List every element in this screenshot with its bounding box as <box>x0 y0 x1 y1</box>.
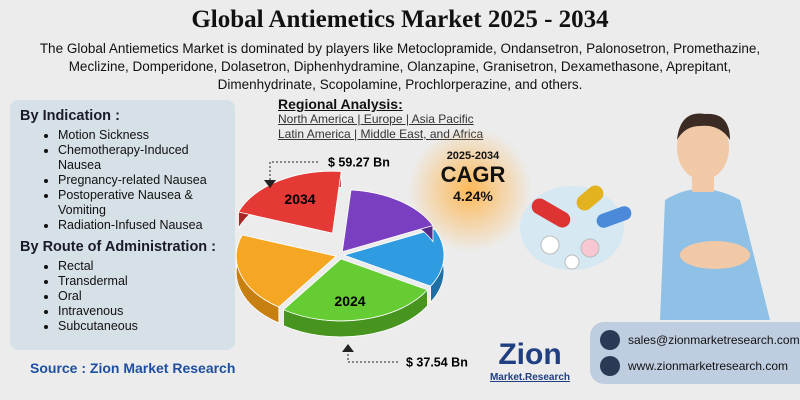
regional-analysis: Regional Analysis: North America | Europ… <box>278 97 483 142</box>
segment-items: Motion SicknessChemotherapy-Induced Naus… <box>20 128 235 233</box>
capsule <box>596 206 632 228</box>
regional-line: North America | Europe | Asia Pacific <box>278 112 474 126</box>
hands <box>680 241 750 269</box>
email-icon <box>600 330 620 350</box>
head <box>677 116 729 180</box>
segment-item: Rectal <box>58 259 228 274</box>
pie-slice <box>341 189 434 253</box>
pie-label: 2024 <box>334 293 365 309</box>
segment-item: Oral <box>58 289 228 304</box>
email[interactable]: sales@zionmarketresearch.com <box>628 333 800 347</box>
web-icon <box>600 356 620 376</box>
pie-slice <box>342 228 445 287</box>
logo-name: Zion <box>498 338 561 371</box>
cagr-badge: 2025-2034 CAGR 4.24% <box>418 150 528 204</box>
contact-box: sales@zionmarketresearch.com www.zionmar… <box>590 322 800 384</box>
tablet <box>540 235 560 255</box>
segment-items: RectalTransdermalOralIntravenousSubcutan… <box>20 259 235 334</box>
tablet <box>580 238 600 258</box>
contact-row: sales@zionmarketresearch.com <box>600 330 800 350</box>
contact-row: www.zionmarketresearch.com <box>600 356 788 376</box>
cagr-label: CAGR <box>440 162 506 187</box>
segment-list: By Indication : Motion SicknessChemother… <box>10 100 235 334</box>
pie-slice <box>282 258 429 322</box>
cagr-value: 4.24% <box>453 188 493 204</box>
title: Global Antiemetics Market 2025 - 2034 <box>191 6 609 33</box>
pills-illustration <box>520 185 632 270</box>
segment-item: Pregnancy-related Nausea <box>58 173 228 188</box>
segment-item: Radiation-Infused Nausea <box>58 218 228 233</box>
cagr-glow <box>408 128 532 252</box>
cagr-period: 2025-2034 <box>446 150 500 162</box>
segment-item: Subcutaneous <box>58 319 228 334</box>
segment-item: Transdermal <box>58 274 228 289</box>
pie-slice <box>235 234 338 308</box>
segment-item: Motion Sickness <box>58 128 228 143</box>
pie-illustration <box>235 170 445 338</box>
callout-line <box>347 350 398 363</box>
source: Source : Zion Market Research <box>30 360 236 376</box>
person-illustration <box>660 113 770 320</box>
website[interactable]: www.zionmarketresearch.com <box>628 359 789 373</box>
segment-heading: By Indication : <box>20 108 120 124</box>
capsule <box>576 185 604 211</box>
tablet <box>564 254 580 270</box>
hair <box>677 113 730 140</box>
callout-arrow <box>342 344 354 352</box>
pie-label: 2034 <box>284 191 315 207</box>
capsule <box>531 198 571 228</box>
segment-item: Chemotherapy-Induced Nausea <box>58 143 228 173</box>
pie-slice <box>237 170 342 234</box>
description: The Global Antiemetics Market is dominat… <box>39 41 761 92</box>
logo-sub: Market.Research <box>490 372 570 383</box>
segment-item: Intravenous <box>58 304 228 319</box>
segment-item: Postoperative Nausea & Vomiting <box>58 188 228 218</box>
regional-heading: Regional Analysis: <box>278 96 403 112</box>
callout-arrow <box>264 180 276 188</box>
segment-panel: By Indication : Motion SicknessChemother… <box>10 100 235 350</box>
callout-line <box>269 161 320 188</box>
regional-line: Latin America | Middle East, and Africa <box>278 127 484 141</box>
callout-value: $ 59.27 Bn <box>328 155 390 169</box>
segment-heading: By Route of Administration : <box>20 239 217 255</box>
callout-value: $ 37.54 Bn <box>406 355 468 369</box>
